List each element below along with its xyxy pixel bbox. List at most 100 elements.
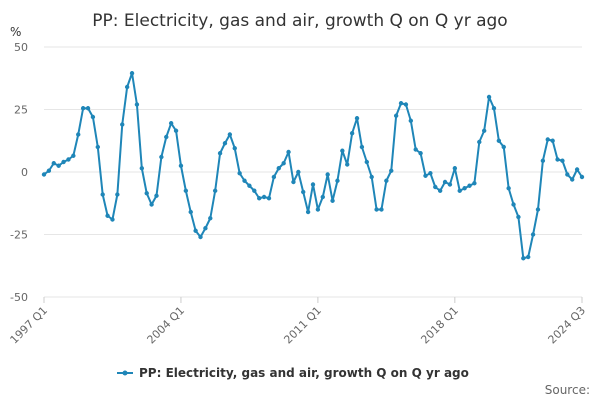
data-point-1999-q3[interactable] bbox=[90, 114, 96, 120]
data-point-2001-q3[interactable] bbox=[129, 71, 135, 76]
data-point-1997-q4[interactable] bbox=[56, 163, 61, 168]
data-point-2000-q3[interactable] bbox=[110, 217, 115, 222]
data-point-2013-q2[interactable] bbox=[359, 144, 365, 150]
data-point-2014-q4[interactable] bbox=[389, 168, 394, 173]
data-point-1998-q4[interactable] bbox=[76, 132, 81, 137]
data-point-2001-q1[interactable] bbox=[120, 122, 125, 127]
data-point-2001-q4[interactable] bbox=[134, 102, 140, 107]
data-point-2019-q4[interactable] bbox=[486, 94, 492, 100]
data-point-2003-q3[interactable] bbox=[168, 121, 174, 126]
data-point-2019-q2[interactable] bbox=[477, 139, 482, 145]
data-point-2011-q4[interactable] bbox=[330, 198, 335, 203]
data-point-2011-q3[interactable] bbox=[325, 172, 330, 177]
data-point-2020-q3[interactable] bbox=[501, 144, 506, 150]
data-point-2010-q4[interactable] bbox=[310, 182, 316, 187]
data-point-2018-q1[interactable] bbox=[452, 166, 458, 171]
data-point-2002-q3[interactable] bbox=[149, 202, 154, 207]
data-point-2012-q4[interactable] bbox=[349, 131, 355, 136]
data-point-2018-q4[interactable] bbox=[467, 183, 472, 188]
data-point-2007-q2[interactable] bbox=[242, 178, 247, 183]
legend[interactable]: PP: Electricity, gas and air, growth Q o… bbox=[117, 366, 469, 380]
data-point-2013-q4[interactable] bbox=[369, 174, 374, 180]
data-point-2011-q2[interactable] bbox=[320, 194, 325, 200]
data-point-2022-q3[interactable] bbox=[540, 158, 546, 163]
data-point-2007-q4[interactable] bbox=[252, 188, 257, 193]
data-point-1998-q3[interactable] bbox=[71, 153, 76, 158]
data-point-2014-q2[interactable] bbox=[379, 207, 384, 212]
data-point-2004-q4[interactable] bbox=[193, 228, 198, 233]
data-point-2017-q2[interactable] bbox=[437, 188, 443, 193]
data-point-2014-q1[interactable] bbox=[374, 207, 379, 212]
data-point-2012-q3[interactable] bbox=[345, 162, 350, 167]
data-point-2023-q2[interactable] bbox=[555, 157, 560, 162]
data-point-2015-q1[interactable] bbox=[393, 113, 399, 118]
data-point-2021-q1[interactable] bbox=[511, 202, 516, 207]
data-point-2013-q1[interactable] bbox=[354, 116, 360, 121]
data-point-2003-q2[interactable] bbox=[164, 134, 169, 140]
data-point-2004-q2[interactable] bbox=[183, 188, 189, 193]
data-point-2012-q1[interactable] bbox=[335, 178, 340, 183]
data-point-2018-q3[interactable] bbox=[462, 186, 467, 191]
data-point-2006-q3[interactable] bbox=[227, 132, 233, 137]
data-point-2022-q1[interactable] bbox=[530, 232, 536, 237]
data-point-2010-q1[interactable] bbox=[296, 169, 301, 175]
data-point-2002-q4[interactable] bbox=[154, 193, 159, 198]
data-point-2001-q2[interactable] bbox=[124, 84, 130, 90]
data-point-2016-q1[interactable] bbox=[413, 147, 418, 152]
data-point-2007-q1[interactable] bbox=[237, 171, 242, 176]
data-point-2022-q2[interactable] bbox=[535, 207, 541, 212]
data-point-2003-q4[interactable] bbox=[173, 128, 179, 133]
data-point-2019-q1[interactable] bbox=[472, 181, 477, 186]
data-point-2005-q1[interactable] bbox=[198, 234, 203, 240]
data-point-2019-q3[interactable] bbox=[481, 128, 487, 133]
data-point-2023-q4[interactable] bbox=[565, 172, 570, 177]
data-point-2007-q3[interactable] bbox=[247, 183, 252, 188]
data-point-2008-q2[interactable] bbox=[261, 194, 267, 200]
data-point-2008-q1[interactable] bbox=[257, 196, 262, 201]
data-point-2018-q2[interactable] bbox=[457, 188, 462, 193]
data-point-2009-q1[interactable] bbox=[276, 166, 281, 171]
data-point-2005-q2[interactable] bbox=[203, 226, 208, 231]
data-point-2005-q4[interactable] bbox=[212, 188, 218, 193]
data-point-2000-q2[interactable] bbox=[105, 213, 110, 218]
data-point-2003-q1[interactable] bbox=[159, 154, 164, 160]
data-point-2023-q1[interactable] bbox=[550, 138, 555, 143]
data-point-1998-q2[interactable] bbox=[66, 157, 71, 162]
data-point-2006-q2[interactable] bbox=[222, 141, 228, 146]
data-point-2016-q4[interactable] bbox=[428, 171, 433, 176]
data-point-1997-q1[interactable] bbox=[41, 172, 47, 177]
data-point-2020-q1[interactable] bbox=[491, 106, 497, 111]
data-point-2015-q2[interactable] bbox=[398, 101, 404, 106]
data-point-2013-q3[interactable] bbox=[364, 159, 369, 165]
data-point-2012-q2[interactable] bbox=[340, 148, 345, 153]
data-point-2009-q3[interactable] bbox=[286, 149, 291, 155]
data-point-2015-q3[interactable] bbox=[403, 102, 409, 107]
data-point-2002-q2[interactable] bbox=[144, 191, 149, 196]
data-point-2017-q4[interactable] bbox=[447, 182, 453, 187]
data-point-2011-q1[interactable] bbox=[315, 207, 321, 212]
data-point-1999-q1[interactable] bbox=[80, 106, 86, 111]
data-point-2009-q4[interactable] bbox=[291, 179, 296, 185]
data-point-1999-q2[interactable] bbox=[85, 106, 91, 111]
data-point-2016-q2[interactable] bbox=[418, 151, 423, 156]
data-point-2021-q3[interactable] bbox=[521, 256, 526, 261]
data-point-2004-q1[interactable] bbox=[178, 163, 184, 168]
data-point-2014-q3[interactable] bbox=[384, 178, 389, 183]
data-point-2008-q3[interactable] bbox=[266, 196, 272, 201]
data-point-1997-q3[interactable] bbox=[51, 161, 56, 166]
data-point-2020-q2[interactable] bbox=[496, 138, 502, 143]
data-point-2009-q2[interactable] bbox=[281, 161, 286, 166]
data-point-2005-q3[interactable] bbox=[208, 216, 213, 221]
data-point-2004-q3[interactable] bbox=[188, 209, 193, 215]
data-point-1997-q2[interactable] bbox=[46, 168, 52, 173]
data-point-1999-q4[interactable] bbox=[95, 144, 101, 150]
data-point-2022-q4[interactable] bbox=[545, 137, 550, 142]
data-point-2017-q3[interactable] bbox=[442, 179, 448, 185]
data-point-2021-q2[interactable] bbox=[516, 214, 521, 220]
data-point-2006-q4[interactable] bbox=[232, 146, 237, 151]
data-point-2016-q3[interactable] bbox=[423, 173, 428, 178]
data-point-2008-q4[interactable] bbox=[271, 174, 277, 180]
data-point-2023-q3[interactable] bbox=[560, 158, 565, 163]
data-point-2020-q4[interactable] bbox=[506, 186, 511, 191]
data-point-1998-q1[interactable] bbox=[61, 159, 66, 165]
